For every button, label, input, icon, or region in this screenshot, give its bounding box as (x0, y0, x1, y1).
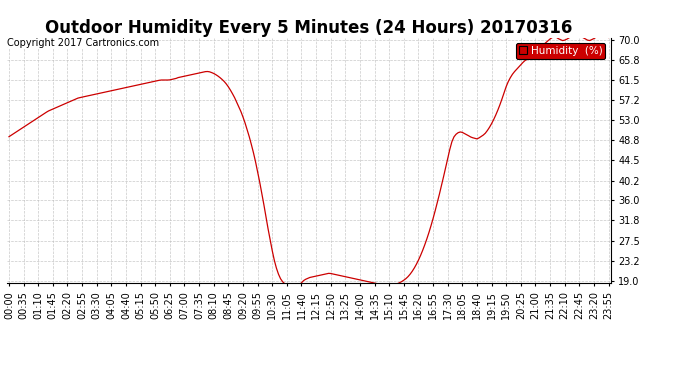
Text: Copyright 2017 Cartronics.com: Copyright 2017 Cartronics.com (7, 38, 159, 48)
Legend: Humidity  (%): Humidity (%) (516, 43, 605, 59)
Title: Outdoor Humidity Every 5 Minutes (24 Hours) 20170316: Outdoor Humidity Every 5 Minutes (24 Hou… (45, 20, 573, 38)
